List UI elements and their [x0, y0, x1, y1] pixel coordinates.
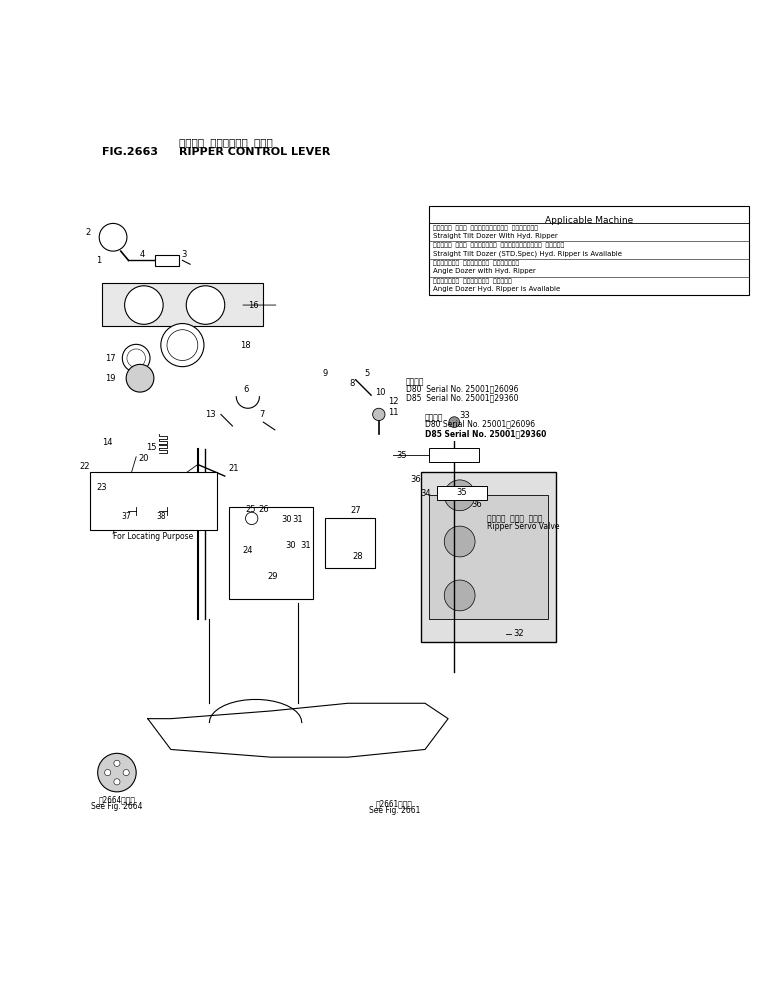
Text: 9: 9 [322, 369, 328, 378]
Circle shape [444, 480, 475, 511]
Text: 第2661図参照: 第2661図参照 [376, 800, 413, 809]
Text: D85  Serial No. 25001～29360: D85 Serial No. 25001～29360 [406, 393, 518, 402]
Bar [421, 410, 598, 442]
Text: リッパー サーボ バルブ: リッパー サーボ バルブ [487, 514, 542, 523]
Text: 5: 5 [365, 369, 369, 378]
Text: 4: 4 [140, 250, 145, 260]
Bar [229, 507, 313, 600]
Text: 27: 27 [350, 506, 361, 515]
Bar [437, 486, 487, 500]
Bar [325, 518, 375, 568]
Text: リッパー コントロール レバー: リッパー コントロール レバー [179, 137, 272, 147]
Text: 25: 25 [245, 505, 255, 514]
Text: 32: 32 [513, 630, 524, 639]
Text: Angle Dozer with Hyd. Ripper: Angle Dozer with Hyd. Ripper [433, 269, 536, 275]
Text: 30: 30 [285, 541, 295, 550]
Text: 30: 30 [281, 515, 291, 524]
Circle shape [124, 286, 163, 324]
Bar [90, 472, 217, 530]
Circle shape [114, 779, 120, 785]
Circle shape [186, 286, 225, 324]
Text: FIG.2663: FIG.2663 [101, 147, 158, 157]
Text: D80  Serial No. 25001～26096: D80 Serial No. 25001～26096 [406, 384, 518, 393]
Text: 15: 15 [146, 443, 157, 452]
Text: D85 Serial No. 25001～29360: D85 Serial No. 25001～29360 [425, 429, 547, 438]
Bar [429, 449, 479, 462]
Text: Ripper Servo Valve: Ripper Servo Valve [487, 522, 559, 531]
Circle shape [122, 344, 150, 372]
Text: 1: 1 [97, 256, 102, 265]
Text: 23: 23 [96, 483, 107, 492]
Text: 31: 31 [301, 541, 311, 550]
Text: 11: 11 [388, 408, 399, 417]
Text: ストレート チルト ドーザハイドロリック リッパー標準車: ストレート チルト ドーザハイドロリック リッパー標準車 [433, 225, 538, 230]
Text: Applicable Machine: Applicable Machine [544, 215, 633, 224]
Text: 33: 33 [460, 411, 471, 421]
Text: アングルドーザ ハイドロリック 追加可賭車: アングルドーザ ハイドロリック 追加可賭車 [433, 279, 512, 285]
Text: 34: 34 [421, 489, 431, 498]
Bar [101, 284, 264, 326]
Text: 13: 13 [206, 409, 216, 418]
Circle shape [99, 223, 127, 252]
Text: For Locating Purpose: For Locating Purpose [113, 532, 193, 541]
Circle shape [123, 770, 129, 776]
Circle shape [444, 526, 475, 557]
Text: Straight Tilt Dozer With Hyd. Ripper: Straight Tilt Dozer With Hyd. Ripper [433, 232, 557, 238]
Text: 28: 28 [352, 552, 363, 561]
Text: 3: 3 [181, 250, 186, 260]
Text: 19: 19 [105, 373, 115, 382]
Text: 2: 2 [86, 228, 91, 237]
Circle shape [97, 753, 136, 792]
Text: 8: 8 [349, 379, 355, 388]
Text: 36: 36 [410, 476, 421, 485]
Text: 22: 22 [80, 462, 90, 471]
Text: 20: 20 [138, 454, 149, 463]
Text: 適用号等: 適用号等 [406, 377, 424, 386]
Text: ストレート チルト ドーザ標準仕様 ハイドロリックリッパー 追加可賭車: ストレート チルト ドーザ標準仕様 ハイドロリックリッパー 追加可賭車 [433, 242, 564, 248]
Text: アングルドーザ ハイドロリック リッパー標準車: アングルドーザ ハイドロリック リッパー標準車 [433, 261, 519, 267]
Text: 16: 16 [248, 301, 258, 310]
Text: 38: 38 [156, 512, 165, 521]
Text: 18: 18 [240, 341, 250, 350]
Circle shape [449, 416, 460, 428]
Circle shape [161, 324, 204, 366]
Bar [421, 472, 556, 642]
Text: 10: 10 [375, 388, 386, 397]
Circle shape [444, 580, 475, 611]
Circle shape [167, 330, 198, 360]
Text: D80 Serial No. 25001～26096: D80 Serial No. 25001～26096 [425, 420, 535, 429]
Circle shape [104, 770, 111, 776]
Text: 24: 24 [243, 546, 253, 555]
Text: 12: 12 [388, 396, 399, 405]
Text: 37: 37 [121, 512, 131, 521]
Circle shape [246, 512, 258, 524]
Text: Straight Tilt Dozer (STD.Spec) Hyd. Ripper is Available: Straight Tilt Dozer (STD.Spec) Hyd. Ripp… [433, 250, 621, 258]
Text: 35: 35 [456, 489, 467, 498]
Text: 14: 14 [103, 439, 113, 448]
Bar [155, 255, 179, 266]
Text: 適用号等: 適用号等 [425, 412, 444, 422]
Text: 31: 31 [293, 515, 303, 524]
Text: See Fig. 2664: See Fig. 2664 [91, 802, 143, 811]
Text: 35: 35 [397, 451, 407, 460]
Circle shape [127, 349, 145, 367]
Text: RIPPER CONTROL LEVER: RIPPER CONTROL LEVER [179, 147, 330, 157]
Text: 7: 7 [259, 409, 264, 418]
Circle shape [114, 761, 120, 767]
Text: 6: 6 [243, 384, 249, 393]
Text: 29: 29 [267, 571, 278, 580]
Circle shape [373, 408, 385, 421]
Text: 第2664図参照: 第2664図参照 [98, 796, 135, 805]
Text: 17: 17 [105, 354, 115, 363]
Text: 26: 26 [258, 505, 268, 514]
Bar [429, 495, 548, 619]
Text: 21: 21 [229, 464, 239, 473]
Text: 36: 36 [472, 500, 482, 509]
Bar [429, 206, 748, 295]
Text: Angle Dozer Hyd. Ripper is Available: Angle Dozer Hyd. Ripper is Available [433, 287, 560, 293]
Circle shape [126, 364, 154, 392]
Text: See Fig. 2661: See Fig. 2661 [369, 806, 420, 815]
Bar [402, 375, 587, 404]
